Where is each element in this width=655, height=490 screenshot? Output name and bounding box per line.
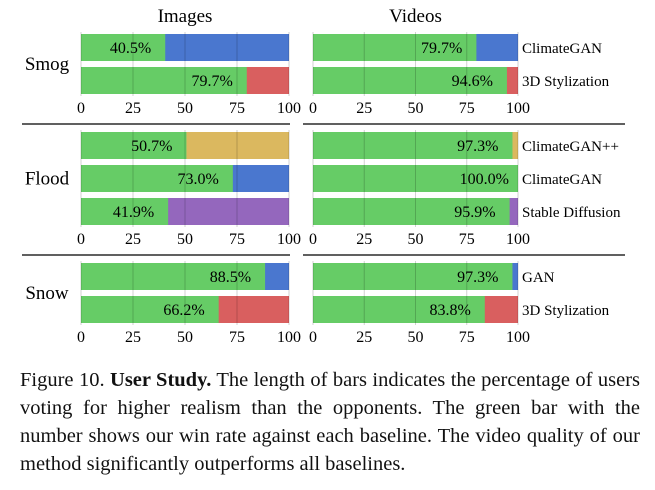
ours-bar (313, 132, 513, 159)
x-tick-label: 75 (229, 231, 245, 248)
bar-value-label: 88.5% (210, 269, 251, 286)
group-label: Flood (25, 169, 70, 190)
bar-value-label: 50.7% (131, 138, 172, 155)
x-tick-label: 75 (459, 100, 475, 117)
ours-bar (313, 67, 507, 94)
figure-caption: Figure 10. User Study. The length of bar… (20, 366, 640, 478)
x-tick-label: 25 (356, 100, 372, 117)
bar-value-label: 66.2% (163, 302, 204, 319)
x-tick-label: 0 (77, 100, 85, 117)
panel-title: Images (158, 6, 213, 27)
baseline-label: 3D Stylization (522, 303, 610, 319)
panel-title: Videos (389, 6, 442, 27)
caption-prefix: Figure 10. (20, 369, 105, 391)
user-study-chart: Images Videos Smog 40.5% 79.7% 0 25 50 75 100 79.7… (22, 6, 625, 346)
ours-bar (81, 263, 266, 290)
x-tick-label: 0 (309, 100, 317, 117)
group-label: Smog (25, 54, 70, 75)
baseline-label: GAN (522, 270, 555, 286)
x-tick-label: 0 (309, 231, 317, 248)
bar-value-label: 83.8% (429, 302, 470, 319)
x-tick-label: 75 (229, 329, 245, 346)
x-tick-label: 25 (125, 231, 141, 248)
x-tick-label: 50 (408, 231, 424, 248)
baseline-label: Stable Diffusion (522, 205, 621, 221)
x-tick-label: 0 (77, 329, 85, 346)
baseline-label: ClimateGAN (522, 41, 602, 57)
bar-value-label: 73.0% (178, 171, 219, 188)
baseline-label: ClimateGAN (522, 172, 602, 188)
x-tick-label: 50 (177, 231, 193, 248)
ours-bar (81, 34, 166, 61)
ours-bar (81, 132, 187, 159)
x-tick-label: 100 (506, 100, 530, 117)
bar-value-label: 100.0% (460, 171, 509, 188)
ours-bar (81, 198, 169, 225)
bar-value-label: 94.6% (452, 73, 493, 90)
x-tick-label: 100 (506, 231, 530, 248)
x-tick-label: 100 (277, 329, 301, 346)
ours-bar (313, 296, 485, 323)
bar-value-label: 41.9% (113, 204, 154, 221)
ours-bar (313, 165, 518, 192)
x-tick-label: 75 (459, 231, 475, 248)
x-tick-label: 100 (277, 231, 301, 248)
baseline-label: 3D Stylization (522, 74, 610, 90)
bar-value-label: 97.3% (457, 138, 498, 155)
ours-bar (81, 296, 219, 323)
x-tick-label: 25 (356, 329, 372, 346)
x-tick-label: 50 (408, 100, 424, 117)
x-tick-label: 0 (309, 329, 317, 346)
ours-bar (81, 165, 233, 192)
x-tick-label: 25 (125, 100, 141, 117)
x-tick-label: 0 (77, 231, 85, 248)
ours-bar (313, 263, 513, 290)
group-label: Snow (25, 283, 69, 304)
x-tick-label: 100 (277, 100, 301, 117)
x-tick-label: 50 (408, 329, 424, 346)
bar-value-label: 97.3% (457, 269, 498, 286)
baseline-label: ClimateGAN++ (522, 139, 619, 155)
ours-bar (313, 198, 510, 225)
x-tick-label: 25 (356, 231, 372, 248)
caption-text: The length of bars indicates the percent… (20, 369, 640, 475)
ours-bar (81, 67, 247, 94)
x-tick-label: 50 (177, 329, 193, 346)
x-tick-label: 25 (125, 329, 141, 346)
x-tick-label: 75 (229, 100, 245, 117)
x-tick-label: 75 (459, 329, 475, 346)
x-tick-label: 50 (177, 100, 193, 117)
bar-value-label: 40.5% (110, 40, 151, 57)
bar-value-label: 79.7% (191, 73, 232, 90)
bar-value-label: 79.7% (421, 40, 462, 57)
x-tick-label: 100 (506, 329, 530, 346)
ours-bar (313, 34, 477, 61)
caption-bold: User Study. (110, 369, 212, 391)
bar-value-label: 95.9% (454, 204, 495, 221)
